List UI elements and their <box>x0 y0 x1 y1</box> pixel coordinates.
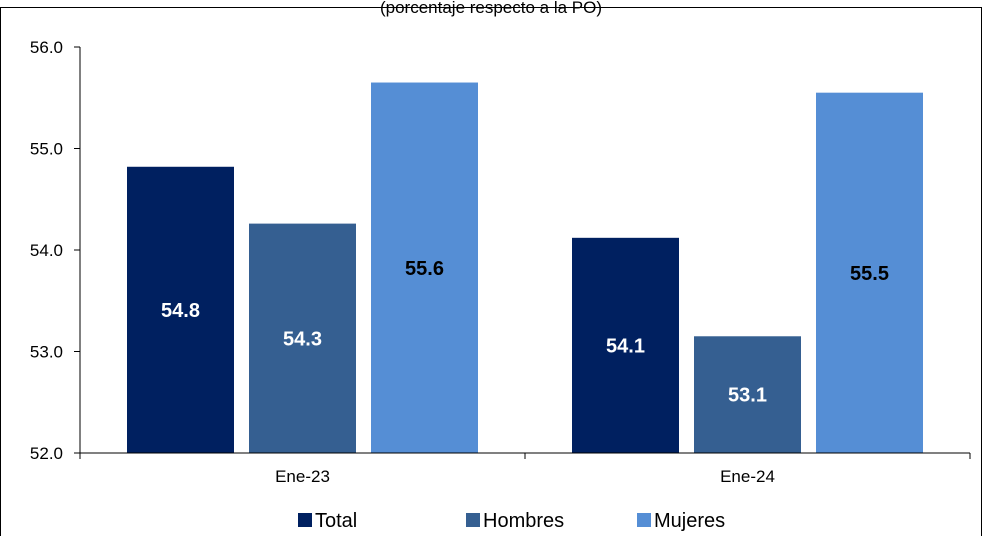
data-label-total-ene-23: 54.8 <box>161 300 200 322</box>
y-tick-label: 54.0 <box>30 241 63 260</box>
data-label-mujeres-ene-24: 55.5 <box>850 263 889 285</box>
legend-swatch-hombres <box>466 513 480 527</box>
bar-mujeres-ene-23 <box>371 82 478 454</box>
bar-total-ene-23 <box>127 166 234 453</box>
chart-subtitle: (porcentaje respecto a la PO) <box>380 0 602 17</box>
legend-label-total: Total <box>315 510 357 532</box>
bar-mujeres-ene-24 <box>816 92 923 454</box>
x-tick-label: Ene-23 <box>275 467 330 486</box>
y-tick-label: 53.0 <box>30 343 63 362</box>
subtitle-background <box>300 0 682 7</box>
data-label-total-ene-24: 54.1 <box>606 335 645 357</box>
bar-total-ene-24 <box>572 237 679 453</box>
legend-swatch-total <box>298 513 312 527</box>
y-tick-label: 55.0 <box>30 140 63 159</box>
legend-label-hombres: Hombres <box>483 510 564 532</box>
legend-label-mujeres: Mujeres <box>654 510 725 532</box>
legend-swatch-mujeres <box>637 513 651 527</box>
data-label-hombres-ene-24: 53.1 <box>728 385 767 407</box>
x-tick-label: Ene-24 <box>720 467 775 486</box>
data-label-mujeres-ene-23: 55.6 <box>405 258 444 280</box>
plot-area: 54.8 54.1 54.3 53.1 55.6 55.5 52.0 53.0 54.0 55.0… <box>30 38 971 486</box>
y-tick-label: 56.0 <box>30 38 63 57</box>
y-tick-label: 52.0 <box>30 444 63 463</box>
data-label-hombres-ene-23: 54.3 <box>283 328 322 350</box>
legend: Total Hombres Mujeres <box>298 510 725 532</box>
bar-hombres-ene-23 <box>249 223 356 453</box>
bar-hombres-ene-24 <box>694 336 801 453</box>
